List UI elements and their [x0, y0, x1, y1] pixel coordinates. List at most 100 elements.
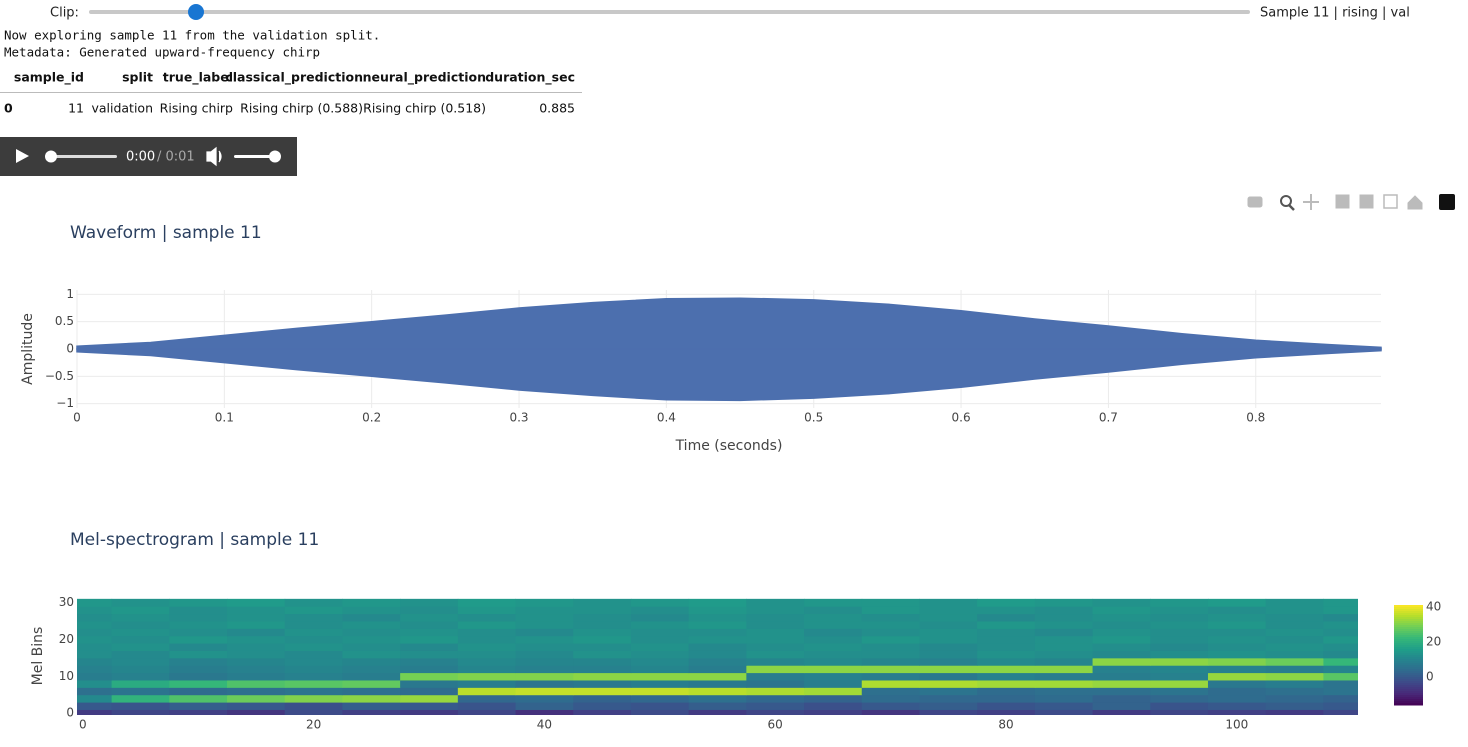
colorbar-segment [1394, 641, 1423, 644]
heatmap-cell [630, 679, 690, 688]
heatmap-cell [515, 679, 574, 688]
heatmap-cell [573, 679, 632, 688]
pan-icon[interactable] [1303, 194, 1319, 210]
chart-title: Mel-spectrogram | sample 11 [70, 530, 319, 550]
heatmap-cell [284, 687, 343, 696]
heatmap-cell [1034, 709, 1094, 715]
heatmap-cell [1265, 665, 1324, 674]
heatmap-cell [1034, 628, 1094, 637]
heatmap-cell [861, 628, 920, 637]
heatmap-cell [573, 672, 632, 681]
th: neural_prediction [363, 70, 486, 86]
heatmap-cell [1150, 650, 1209, 659]
y-tick-label: 0.5 [55, 314, 74, 328]
heatmap-cell [1207, 702, 1267, 710]
heatmap-cell [688, 650, 747, 659]
waveform-lower [76, 348, 1382, 402]
heatmap-cell [227, 643, 286, 651]
zoom-out-icon[interactable] [1359, 194, 1374, 209]
heatmap-cell [169, 606, 228, 615]
heatmap-cell [169, 665, 228, 674]
heatmap-cell [77, 657, 113, 666]
volume-handle[interactable] [269, 150, 281, 163]
heatmap-cell [804, 598, 863, 607]
volume-track[interactable] [234, 155, 280, 158]
colorbar-segment [1394, 633, 1423, 636]
heatmap-cell [515, 672, 574, 681]
heatmap-cell [919, 606, 978, 615]
heatmap-cell [342, 620, 401, 629]
x-tick-label: 0.7 [1099, 411, 1118, 425]
colorbar-segment [1394, 695, 1423, 698]
heatmap-cell [227, 606, 286, 615]
heatmap-cell [111, 606, 170, 615]
heatmap-cell [457, 687, 517, 696]
slider-handle[interactable] [188, 4, 204, 20]
heatmap-cell [746, 687, 805, 696]
x-tick-label: 0.8 [1246, 411, 1265, 425]
camera-icon[interactable] [1247, 196, 1263, 208]
heatmap-cell [342, 613, 401, 622]
heatmap-cell [919, 679, 978, 688]
slider-track[interactable] [89, 10, 1250, 14]
heatmap-cell [169, 650, 228, 659]
heatmap-cell [515, 687, 574, 696]
heatmap-cell [111, 672, 170, 681]
heatmap-cell [515, 628, 574, 637]
td: Rising chirp (0.588) [240, 101, 363, 116]
modebar [1247, 194, 1455, 211]
seek-handle[interactable] [45, 150, 57, 163]
heatmap-cell [1323, 709, 1358, 715]
heatmap-cell [630, 687, 690, 696]
heatmap-cell [400, 702, 459, 710]
heatmap-cell [919, 628, 978, 637]
heatmap-cell [688, 709, 747, 715]
heatmap-cell [630, 702, 690, 710]
colorbar-segment [1394, 675, 1423, 678]
heatmap-cell [284, 598, 343, 607]
heatmap-cell [400, 694, 459, 703]
zoom-icon[interactable] [1280, 195, 1292, 207]
heatmap-cell [1092, 694, 1151, 703]
heatmap-cell [227, 679, 286, 688]
zoom-in-icon[interactable] [1335, 194, 1350, 209]
heatmap-cell [804, 643, 863, 651]
heatmap-cell [1150, 702, 1209, 710]
heatmap-cell [515, 606, 574, 615]
heatmap-cell [573, 635, 632, 644]
heatmap-cell [630, 672, 690, 681]
heatmap-cell [1323, 628, 1358, 637]
heatmap-cell [1150, 657, 1209, 666]
heatmap-cell [1265, 606, 1324, 615]
heatmap-cell [1207, 598, 1267, 607]
heatmap-cell [861, 679, 920, 688]
heatmap-cell [1150, 672, 1209, 681]
heatmap-cell [169, 709, 228, 715]
heatmap-cell [400, 643, 459, 651]
heatmap-cell [227, 694, 286, 703]
volume-button[interactable] [206, 146, 222, 167]
heatmap-cell [1034, 635, 1094, 644]
colorbar-segment [1394, 627, 1423, 630]
heatmap-cell [573, 709, 632, 715]
heatmap-cell [284, 672, 343, 681]
heatmap-cell [1265, 635, 1324, 644]
seek-track[interactable] [46, 155, 117, 158]
play-button[interactable] [16, 149, 29, 163]
heatmap-cell [1207, 709, 1267, 715]
plotly-logo[interactable] [1439, 194, 1455, 210]
heatmap-cell [77, 679, 113, 688]
log-line: Metadata: Generated upward-frequency chi… [4, 45, 320, 60]
th: true_label [163, 70, 233, 86]
heatmap-cell [1092, 650, 1151, 659]
heatmap-cell [1150, 620, 1209, 629]
heatmap-cell [630, 628, 690, 637]
x-tick-label: 0.1 [215, 411, 234, 425]
reset-icon[interactable] [1407, 195, 1423, 210]
heatmap-cell [861, 672, 920, 681]
autoscale-icon[interactable] [1383, 194, 1398, 209]
x-tick-label: 60 [768, 718, 783, 732]
heatmap-cell [111, 635, 170, 644]
heatmap-cell [688, 687, 747, 696]
heatmap-cell [688, 657, 747, 666]
